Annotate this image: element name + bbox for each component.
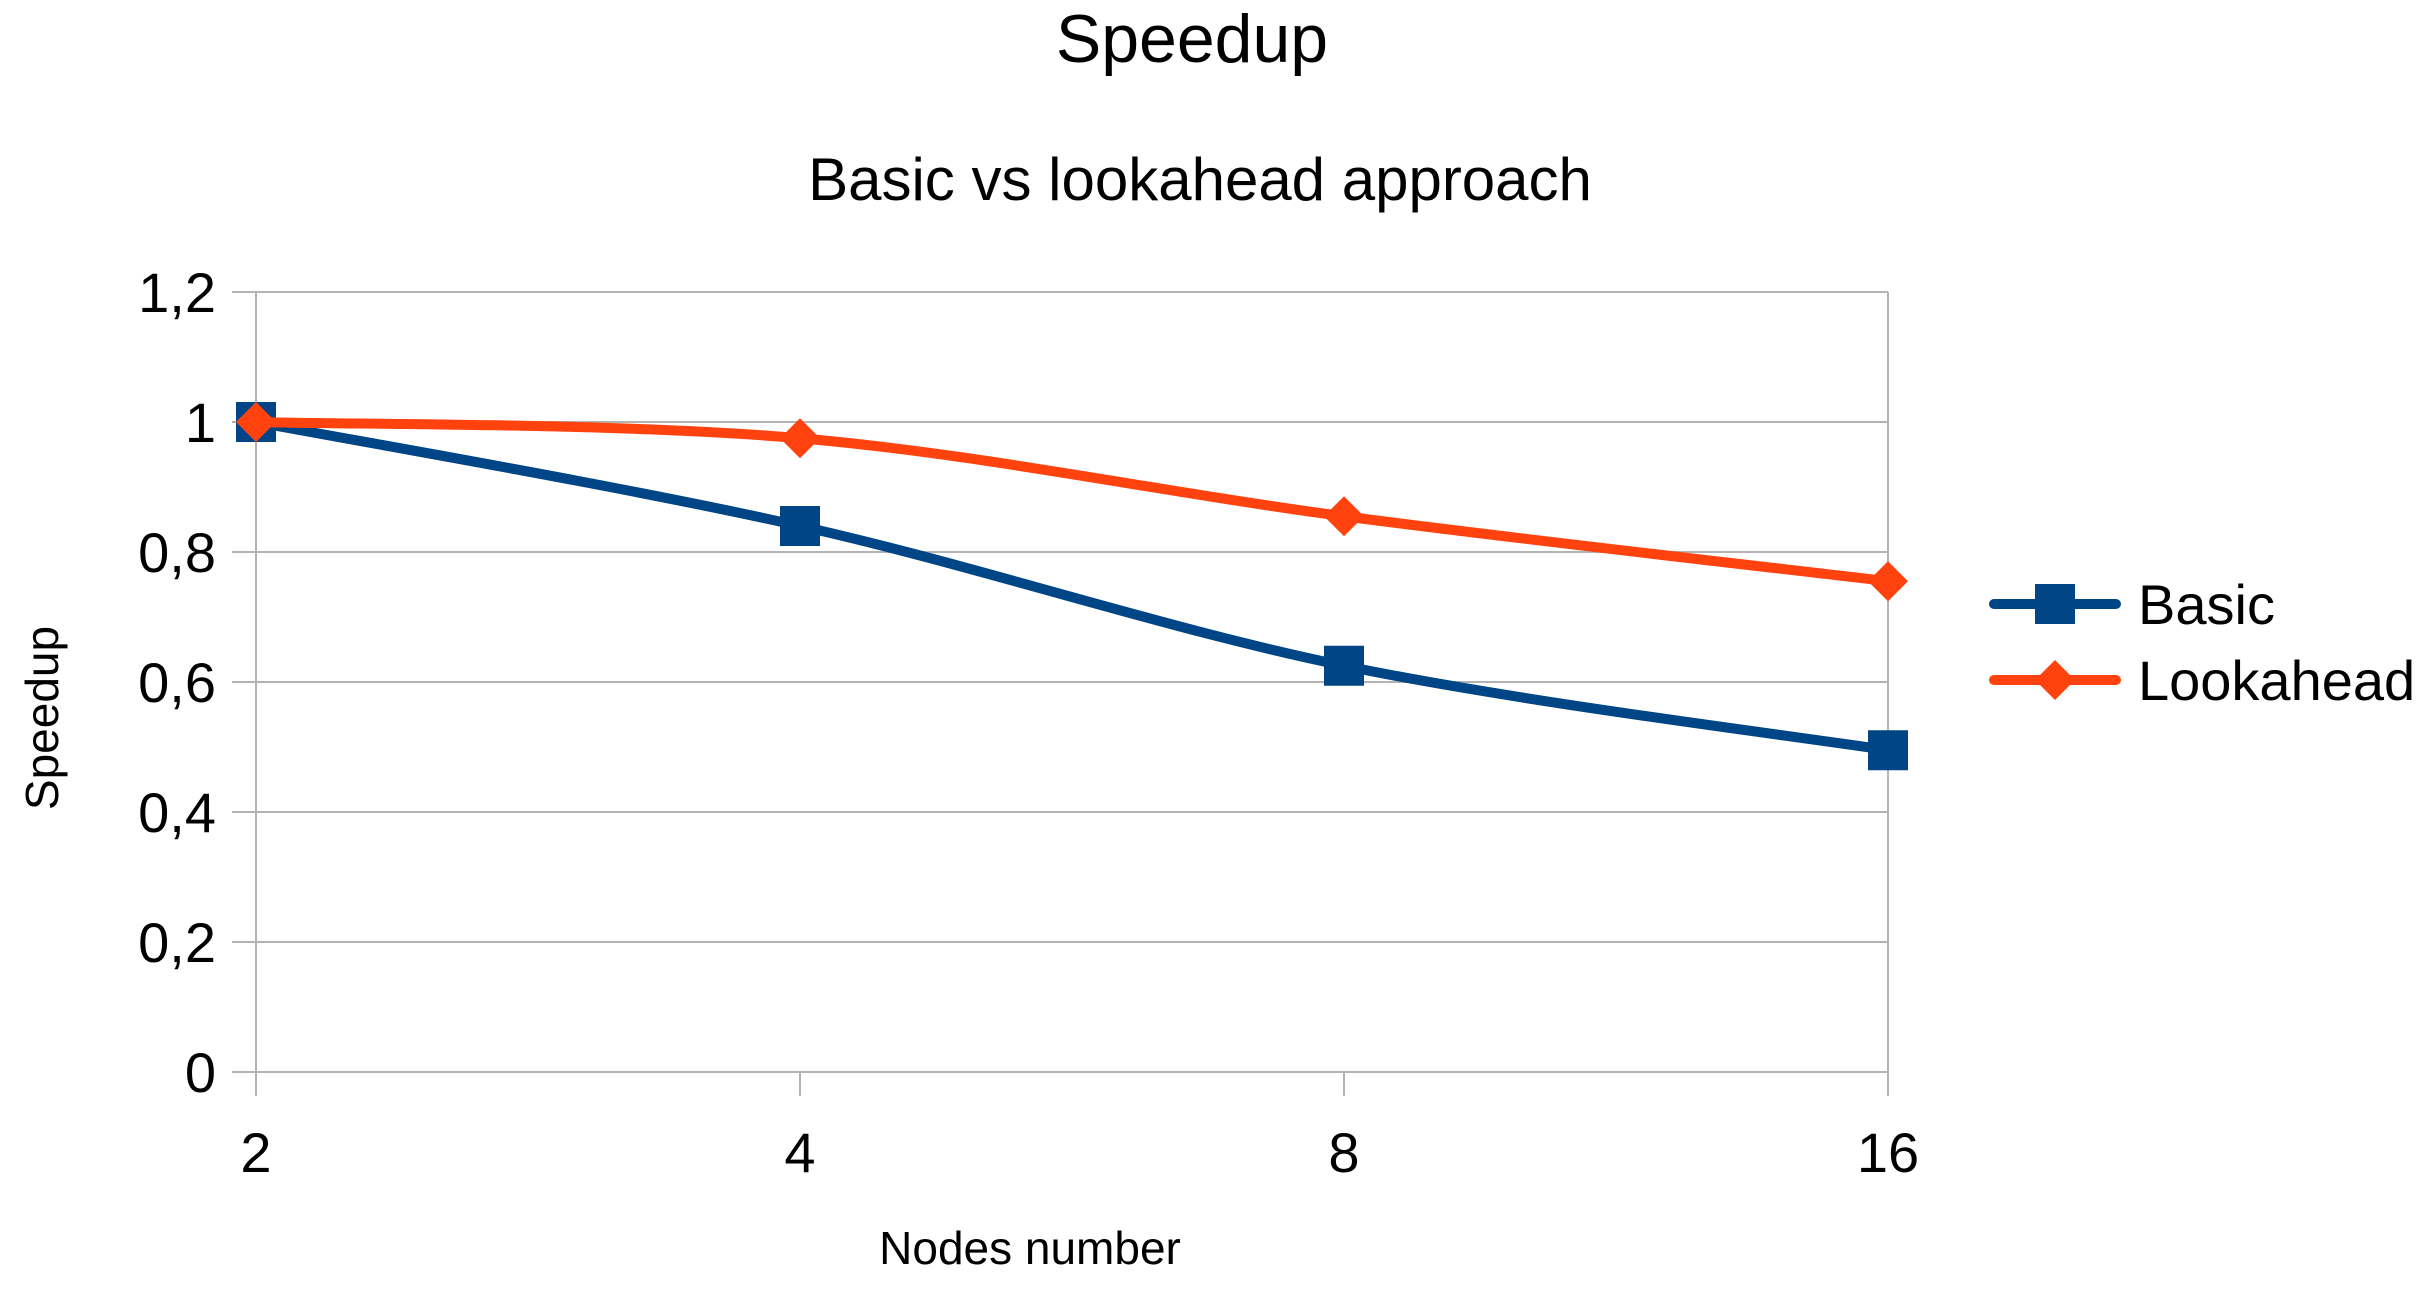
y-tick-label: 0,4 bbox=[138, 781, 216, 844]
x-axis-title: Nodes number bbox=[879, 1222, 1181, 1274]
y-axis: 0 0,2 0,4 0,6 0,8 1 1,2 bbox=[138, 261, 216, 1104]
chart-subtitle: Basic vs lookahead approach bbox=[808, 146, 1592, 213]
data-point-lookahead bbox=[236, 402, 276, 442]
y-tick-label: 1,2 bbox=[138, 261, 216, 324]
x-tick-label: 2 bbox=[240, 1121, 271, 1184]
series-line-basic bbox=[251, 417, 1893, 756]
y-tick-label: 1 bbox=[185, 391, 216, 454]
legend-label-basic: Basic bbox=[2138, 573, 2275, 636]
legend-marker-basic bbox=[2035, 584, 2075, 624]
chart-title: Speedup bbox=[1056, 1, 1328, 77]
data-point-basic bbox=[1324, 645, 1364, 686]
y-tick-label: 0,6 bbox=[138, 651, 216, 714]
series-line-lookahead bbox=[251, 417, 1893, 587]
x-tick-label: 16 bbox=[1857, 1121, 1919, 1184]
x-tick-label: 8 bbox=[1328, 1121, 1359, 1184]
x-tick-label: 4 bbox=[784, 1121, 815, 1184]
data-point-basic bbox=[1868, 730, 1908, 771]
legend: Basic Lookahead bbox=[1989, 573, 2415, 712]
y-tick-label: 0 bbox=[185, 1041, 216, 1104]
data-point-lookahead bbox=[1324, 496, 1364, 537]
data-point-basic bbox=[780, 506, 820, 546]
legend-marker-lookahead bbox=[2035, 660, 2075, 700]
x-axis: 2 4 8 16 bbox=[240, 1072, 1919, 1184]
y-tick-label: 0,8 bbox=[138, 521, 216, 584]
data-point-lookahead bbox=[1868, 561, 1908, 602]
legend-label-lookahead: Lookahead bbox=[2138, 649, 2415, 712]
y-tick-label: 0,2 bbox=[138, 911, 216, 974]
grid bbox=[232, 291, 1889, 1073]
plot-area bbox=[236, 402, 1908, 771]
y-axis-title: Speedup bbox=[16, 626, 68, 810]
data-point-lookahead bbox=[780, 418, 820, 459]
